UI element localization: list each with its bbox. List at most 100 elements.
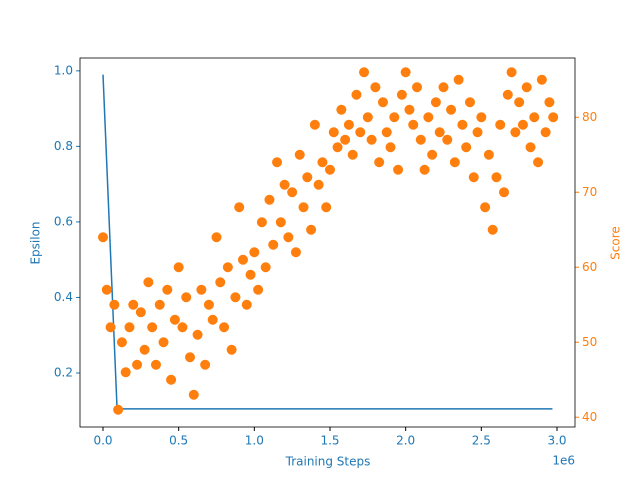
score-point [548, 112, 559, 123]
y-tick-label: 0.4 [54, 290, 73, 304]
score-point [321, 202, 332, 213]
x-offset-label: 1e6 [552, 454, 575, 468]
y-axis-label: Epsilon [29, 221, 43, 264]
score-point [340, 134, 351, 145]
score-point [343, 119, 354, 130]
score-point [116, 337, 127, 348]
score-point [381, 127, 392, 138]
score-point [272, 157, 283, 168]
score-point [234, 202, 245, 213]
score-point [438, 82, 449, 93]
score-point [249, 247, 260, 258]
score-point [487, 224, 498, 235]
score-point [336, 104, 347, 115]
score-point [510, 127, 521, 138]
score-point [150, 359, 161, 370]
x-tick-label: 1.5 [320, 434, 339, 448]
plot-frame [79, 57, 576, 428]
score-point [347, 149, 358, 160]
score-point [226, 344, 237, 355]
score-point [237, 254, 248, 265]
score-point [124, 322, 135, 333]
score-point [177, 322, 188, 333]
score-point [457, 119, 468, 130]
score-point [241, 299, 252, 310]
score-point [517, 119, 528, 130]
score-point [434, 127, 445, 138]
score-point [359, 67, 370, 78]
score-point [446, 104, 457, 115]
score-point [408, 119, 419, 130]
score-point [540, 127, 551, 138]
y-tick-label: 0.8 [54, 139, 73, 153]
score-point [306, 224, 317, 235]
score-point [495, 119, 506, 130]
score-point [355, 127, 366, 138]
score-point [502, 89, 513, 100]
score-point [309, 119, 320, 130]
score-point [476, 112, 487, 123]
y2-tick-label: 60 [582, 260, 597, 274]
score-point [468, 172, 479, 183]
score-point [287, 187, 298, 198]
x-tick-label: 2.5 [472, 434, 491, 448]
score-point [529, 112, 540, 123]
score-point [506, 67, 517, 78]
score-point [385, 142, 396, 153]
score-point [162, 284, 173, 295]
score-point [324, 164, 335, 175]
y2-axis-label: Score [609, 226, 623, 260]
x-tick-label: 3.0 [547, 434, 566, 448]
score-point [188, 389, 199, 400]
score-point [98, 232, 109, 243]
score-point [245, 269, 256, 280]
y-tick-label: 0.6 [54, 214, 73, 228]
score-point [173, 262, 184, 273]
score-point [222, 262, 233, 273]
score-point [294, 149, 305, 160]
score-point [268, 239, 279, 250]
score-point [313, 179, 324, 190]
score-point [279, 179, 290, 190]
score-point [453, 74, 464, 85]
score-point [260, 262, 271, 273]
score-point [139, 344, 150, 355]
y2-tick-label: 40 [582, 410, 597, 424]
y2-tick-label: 80 [582, 110, 597, 124]
x-tick-label: 0.0 [93, 434, 112, 448]
score-point [491, 172, 502, 183]
y2-tick-label: 70 [582, 185, 597, 199]
score-point [374, 157, 385, 168]
score-point [404, 104, 415, 115]
score-point [389, 112, 400, 123]
score-point [377, 97, 388, 108]
score-point [158, 337, 169, 348]
score-point [230, 292, 241, 303]
score-point [514, 97, 525, 108]
score-point [253, 284, 264, 295]
score-point [480, 202, 491, 213]
x-tick-label: 1.0 [245, 434, 264, 448]
score-point [362, 112, 373, 123]
y-tick-label: 1.0 [54, 63, 73, 77]
score-point [147, 322, 158, 333]
score-point [472, 127, 483, 138]
score-point [483, 149, 494, 160]
score-point [143, 277, 154, 288]
score-point [351, 89, 362, 100]
score-point [283, 232, 294, 243]
score-point [499, 187, 510, 198]
score-point [430, 97, 441, 108]
score-point [370, 82, 381, 93]
score-point [256, 217, 267, 228]
score-point [135, 307, 146, 318]
score-point [464, 97, 475, 108]
y-tick-label: 0.2 [54, 365, 73, 379]
score-point [400, 67, 411, 78]
x-axis-label: Training Steps [285, 455, 371, 469]
score-point [264, 194, 275, 205]
x-tick-label: 0.5 [169, 434, 188, 448]
epsilon-line [102, 74, 553, 410]
